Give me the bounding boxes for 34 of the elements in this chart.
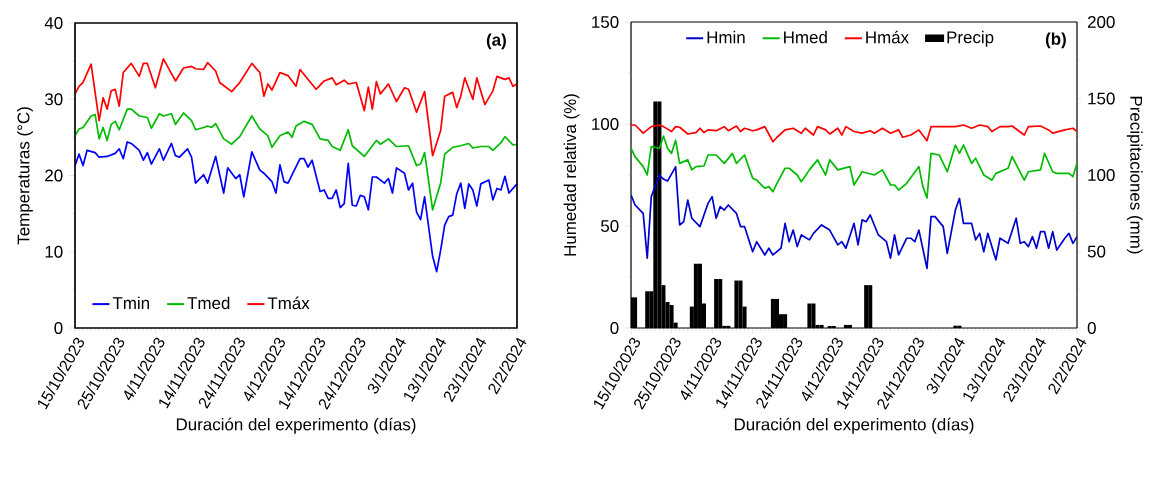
line-series [631,165,1078,270]
legend-label: Hmin [707,30,745,44]
line-series [631,135,1078,199]
y2-tick-label: 0 [1087,321,1096,334]
annotation: (a) [486,33,506,50]
y-tick-label: 40 [44,16,63,29]
legend-label: Tmed [187,296,230,310]
legend-label: Hmed [784,30,827,44]
y2-tick-label: 100 [1088,168,1115,181]
y-tick-label: 30 [44,93,63,106]
legend-label: Precip [947,30,994,47]
y-tick-label: 20 [45,169,63,182]
y-axis-title: Humedad relativa (%) [563,94,580,256]
y-tick-label: 150 [592,15,619,28]
y-tick-label: 0 [54,321,63,334]
x-axis-title: Duración del experimento (días) [734,417,974,434]
x-axis-title: Duración del experimento (días) [176,417,416,434]
line-series [75,141,518,273]
y2-tick-label: 200 [1087,15,1115,28]
y-tick-label: 0 [610,321,619,334]
annotation: (b) [1045,32,1066,49]
y-axis-title: Temperaturas (°C) [17,107,33,245]
y-tick-label: 100 [592,117,619,130]
line-series [75,57,518,157]
legend-label: Hmáx [866,30,909,44]
y2-tick-label: 150 [1088,92,1115,105]
legend-label: Tmáx [267,296,310,310]
y2-axis-title: Precipitaciones (mm) [1126,96,1143,254]
line-series [75,108,518,211]
legend-label: Tmin [112,296,149,309]
y2-tick-label: 50 [1087,245,1106,258]
line-series [631,124,1078,143]
y-tick-label: 10 [45,245,63,258]
y-tick-label: 50 [601,219,619,232]
